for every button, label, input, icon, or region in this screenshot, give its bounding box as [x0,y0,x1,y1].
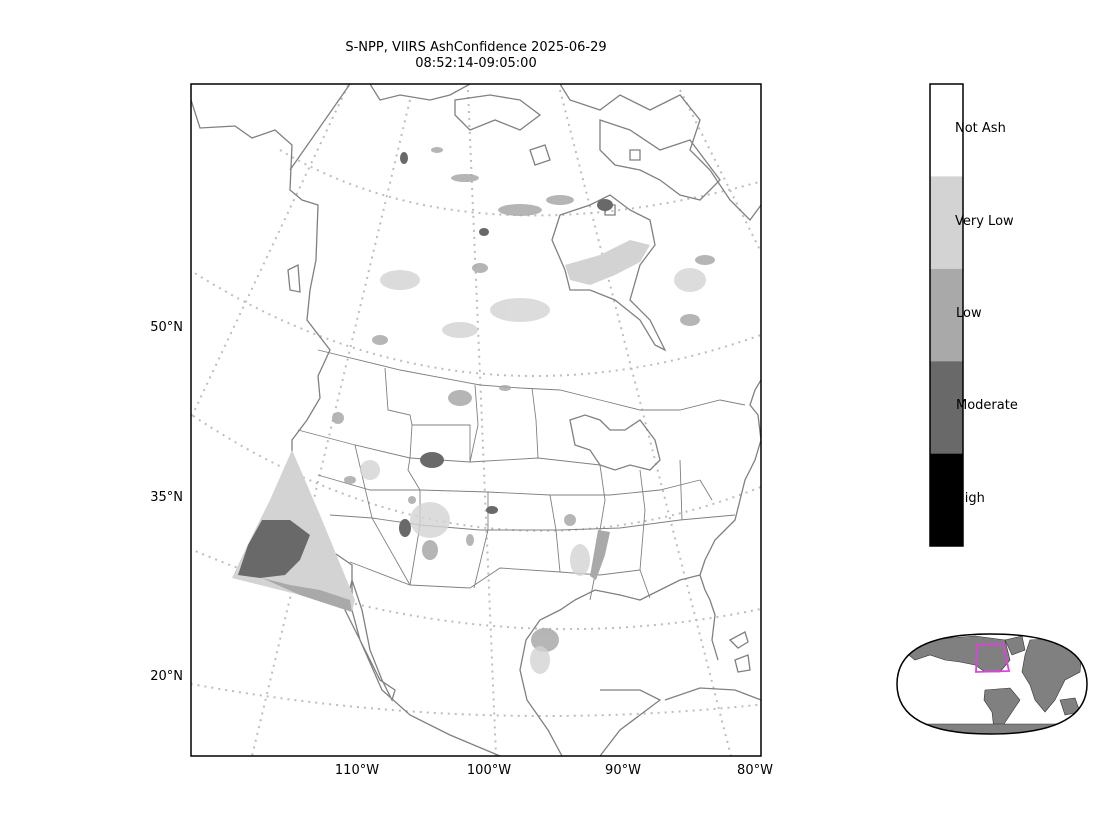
title-line-1: S-NPP, VIIRS AshConfidence 2025-06-29 [345,40,607,55]
swath-moderate [238,520,310,578]
colorbar-swatch-not-ash [930,84,963,177]
lon-label-90w: 90°W [605,763,641,778]
gridline-lon-90 [559,89,732,756]
colorbar [929,83,964,547]
globe-inset [896,633,1088,735]
arctic-coast [289,84,761,221]
hudson-bay [551,194,667,352]
colorbar-label-high: High [955,491,985,506]
lat-label-50n: 50°N [150,320,183,335]
map-frame [190,83,762,757]
lon-label-110w: 110°W [334,763,380,778]
colorbar-label-not-ash: Not Ash [955,121,1006,136]
inset-globe-outline [896,633,1088,735]
hudson-very-low-plume [565,240,650,285]
gridline-lon-120 [191,84,350,421]
swath-low [262,578,352,612]
great-lakes [569,414,661,471]
moderate-speckles [399,152,613,537]
atlantic-coast [699,379,761,576]
gulf-coast [519,574,719,756]
arctic-islands [287,119,721,293]
mississippi-low-strip [590,530,610,580]
colorbar-frame [929,83,964,547]
lon-label-80w: 80°W [737,763,773,778]
lon-label-100w: 100°W [466,763,512,778]
colorbar-label-low: Low [956,306,982,321]
colorbar-swatch-low [930,268,963,362]
very-low-speckles [360,268,706,674]
gridline-lon-100 [467,89,497,756]
inset-antarctica [909,723,1081,734]
colorbar-swatch-very-low [930,176,963,269]
coastlines [191,84,761,756]
state-borders [297,349,746,601]
lat-label-35n: 35°N [150,490,183,505]
gridline-lon-110 [251,99,411,756]
colorbar-label-very-low: Very Low [955,214,1014,229]
gridline-lat-50 [191,269,761,377]
map-title: S-NPP, VIIRS AshConfidence 2025-06-29 08… [276,40,676,72]
gridline-lat-20 [191,548,761,631]
low-speckles [332,147,715,652]
main-map [191,84,761,756]
inset-extent-box [975,643,1011,673]
gridline-lat-5 [191,682,761,717]
colorbar-swatch-high [930,453,963,546]
north-america-coast [191,99,501,756]
lat-label-20n: 20°N [150,669,183,684]
inset-greenland [1004,635,1026,656]
gridline-lat-65 [279,149,761,217]
title-line-2: 08:52:14-09:05:00 [415,56,537,71]
colorbar-swatch-moderate [930,361,963,454]
ash-retrievals [232,147,715,674]
colorbar-label-moderate: Moderate [956,398,1018,413]
central-america [599,631,761,756]
us-canada-border [317,349,746,411]
